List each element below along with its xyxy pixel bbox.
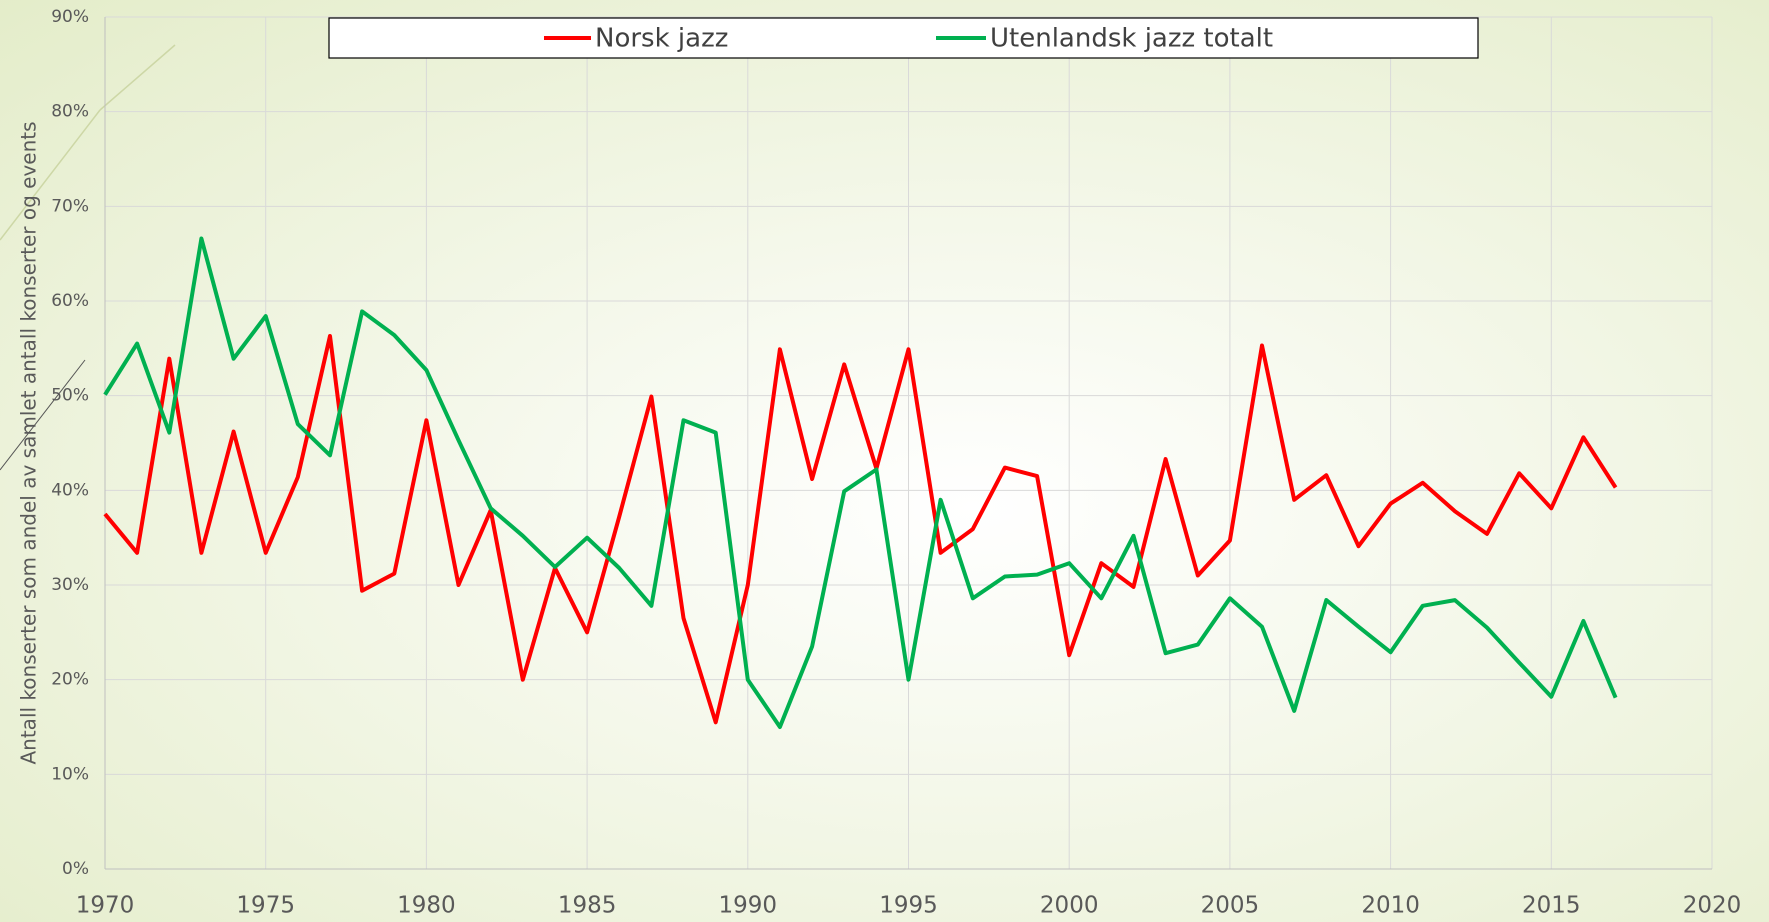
x-tick-label: 1995	[879, 893, 938, 919]
decoration	[0, 109, 101, 241]
x-tick-label: 2005	[1201, 893, 1260, 919]
y-tick-label: 90%	[51, 7, 89, 27]
x-tick-label: 1975	[236, 893, 295, 919]
grid	[104, 16, 1713, 870]
y-tick-label: 20%	[51, 670, 89, 690]
x-tick-label: 2000	[1040, 893, 1099, 919]
series-line	[103, 334, 1618, 725]
y-tick-label: 0%	[62, 859, 89, 879]
y-tick-label: 80%	[51, 102, 89, 122]
decoration	[99, 44, 176, 111]
y-axis-label: Antall konserter som andel av samlet ant…	[17, 121, 41, 764]
y-tick-label: 10%	[51, 764, 89, 784]
y-tick-label: 50%	[51, 386, 89, 406]
legend-box	[328, 17, 1479, 59]
x-tick-label: 2010	[1361, 893, 1420, 919]
legend-label: Utenlandsk jazz totalt	[990, 24, 1273, 54]
axes: 0% 10% 20% 30% 40% 50% 60% 70% 80% 90% 1970 1975 198…	[51, 7, 1741, 919]
decoration	[0, 359, 86, 471]
series-line	[103, 236, 1618, 729]
y-tick-label: 60%	[51, 291, 89, 311]
x-tick-label: 1980	[397, 893, 456, 919]
legend-label: Norsk jazz	[595, 24, 728, 54]
y-tick-label: 40%	[51, 480, 89, 500]
x-tick-label: 1970	[76, 893, 135, 919]
y-tick-label: 70%	[51, 196, 89, 216]
x-tick-label: 2020	[1683, 893, 1742, 919]
x-tick-label: 2015	[1522, 893, 1581, 919]
x-tick-label: 1990	[719, 893, 778, 919]
lines	[103, 236, 1618, 729]
y-tick-label: 30%	[51, 575, 89, 595]
legend: Norsk jazz Utenlandsk jazz totalt	[544, 24, 1273, 54]
x-tick-label: 1985	[558, 893, 617, 919]
